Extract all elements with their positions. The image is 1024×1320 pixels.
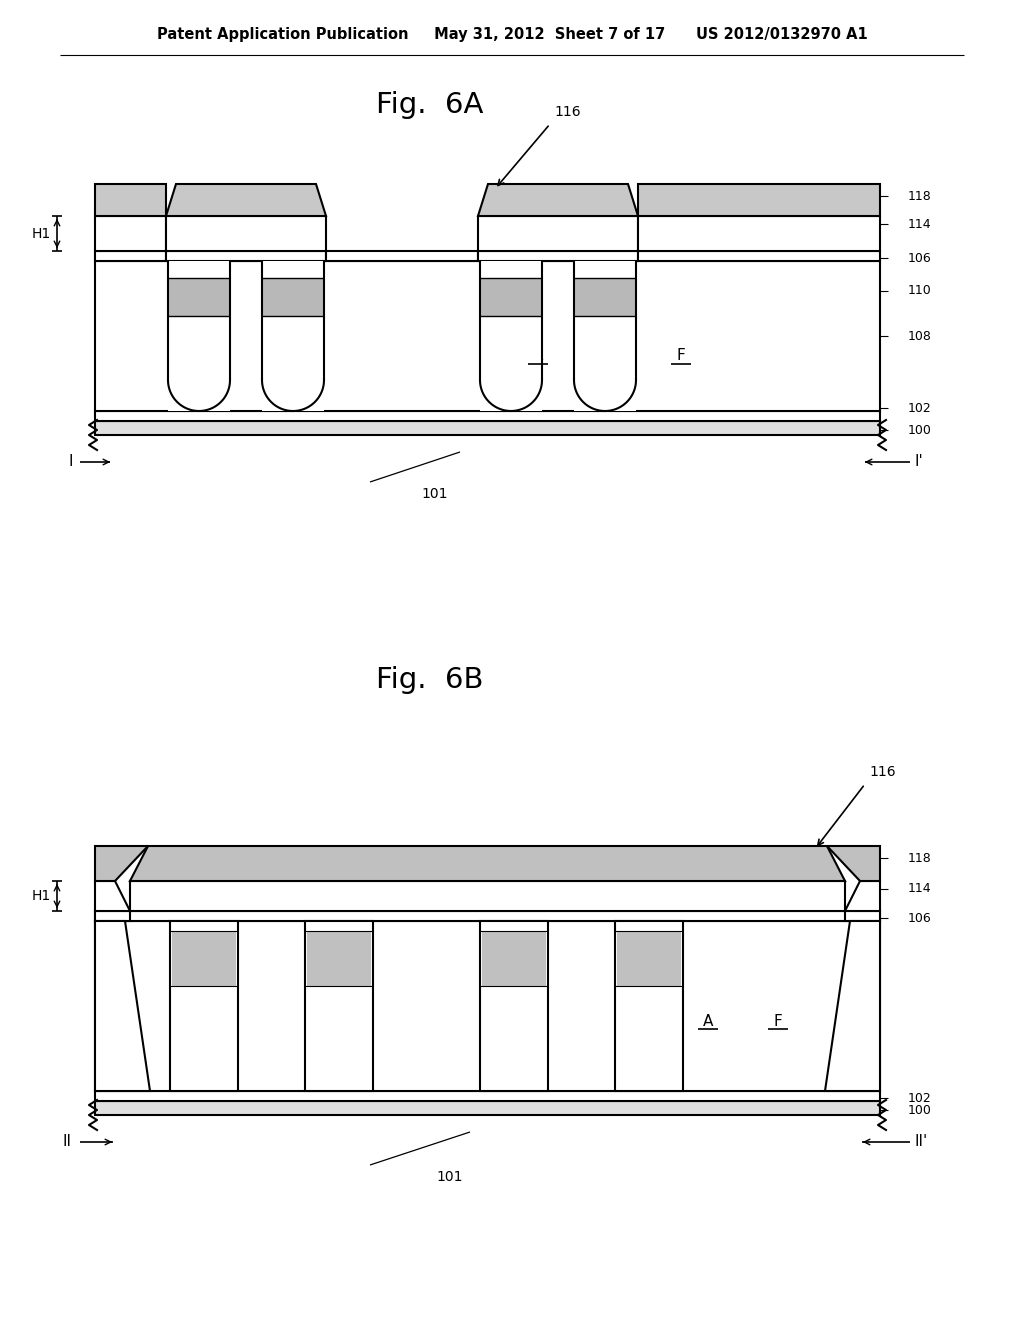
Text: II': II' bbox=[915, 1134, 928, 1150]
Bar bbox=[95, 1101, 880, 1115]
Bar bbox=[168, 279, 230, 315]
Bar bbox=[168, 315, 230, 380]
Bar bbox=[170, 921, 238, 1092]
Bar bbox=[95, 261, 880, 411]
Bar bbox=[95, 216, 166, 251]
Text: 112b: 112b bbox=[324, 1044, 354, 1057]
Bar bbox=[130, 880, 845, 911]
Text: 100: 100 bbox=[908, 424, 932, 437]
Polygon shape bbox=[825, 921, 880, 1092]
Bar bbox=[482, 931, 546, 986]
Text: 112a: 112a bbox=[633, 1044, 665, 1057]
Polygon shape bbox=[845, 880, 880, 911]
Bar bbox=[845, 911, 880, 921]
Bar bbox=[638, 251, 880, 261]
Bar bbox=[638, 216, 880, 251]
Text: 114: 114 bbox=[908, 218, 932, 231]
Text: 102: 102 bbox=[908, 401, 932, 414]
Text: 112a: 112a bbox=[188, 376, 220, 389]
Bar bbox=[262, 315, 324, 380]
Text: II: II bbox=[62, 1134, 71, 1150]
Polygon shape bbox=[95, 880, 130, 911]
Polygon shape bbox=[480, 380, 542, 411]
Bar bbox=[172, 931, 236, 986]
Text: F: F bbox=[773, 1014, 782, 1028]
Text: I: I bbox=[69, 454, 73, 470]
Bar bbox=[638, 183, 880, 216]
Text: A: A bbox=[702, 1014, 713, 1028]
Bar bbox=[262, 261, 324, 411]
Bar bbox=[95, 421, 880, 436]
Text: 102: 102 bbox=[908, 1092, 932, 1105]
Bar bbox=[166, 251, 326, 261]
Text: 112b: 112b bbox=[499, 1044, 529, 1057]
Text: 106: 106 bbox=[908, 252, 932, 264]
Bar bbox=[478, 251, 638, 261]
Text: 112a: 112a bbox=[501, 376, 531, 389]
Bar bbox=[615, 921, 683, 1092]
Bar bbox=[617, 931, 681, 986]
Polygon shape bbox=[168, 380, 230, 411]
Text: Fig.  6A: Fig. 6A bbox=[376, 91, 483, 119]
Text: Fig.  6B: Fig. 6B bbox=[376, 667, 483, 694]
Text: 106: 106 bbox=[908, 912, 932, 924]
Bar bbox=[480, 279, 542, 315]
Polygon shape bbox=[827, 846, 880, 880]
Bar bbox=[480, 921, 548, 1092]
Text: 100: 100 bbox=[908, 1104, 932, 1117]
Polygon shape bbox=[262, 380, 324, 411]
Bar bbox=[307, 931, 371, 986]
Bar bbox=[305, 921, 373, 1092]
Bar bbox=[168, 261, 230, 411]
Text: A: A bbox=[532, 348, 543, 363]
Polygon shape bbox=[478, 183, 638, 216]
Bar bbox=[480, 315, 542, 380]
Bar bbox=[574, 279, 636, 315]
Bar bbox=[166, 216, 326, 251]
Text: 114: 114 bbox=[908, 883, 932, 895]
Polygon shape bbox=[130, 846, 845, 880]
Text: 118: 118 bbox=[908, 190, 932, 202]
Bar bbox=[478, 216, 638, 251]
Text: 112a: 112a bbox=[188, 1044, 220, 1057]
Text: H1: H1 bbox=[32, 227, 50, 240]
Bar bbox=[574, 315, 636, 380]
Text: I': I' bbox=[915, 454, 924, 470]
Bar bbox=[326, 251, 478, 261]
Bar bbox=[95, 921, 880, 1092]
Bar bbox=[95, 251, 166, 261]
Text: H1: H1 bbox=[32, 888, 50, 903]
Bar bbox=[574, 261, 636, 411]
Text: 101: 101 bbox=[437, 1170, 463, 1184]
Polygon shape bbox=[95, 921, 150, 1092]
Bar bbox=[95, 911, 130, 921]
Text: 110: 110 bbox=[908, 285, 932, 297]
Text: 116: 116 bbox=[869, 766, 896, 779]
Polygon shape bbox=[95, 846, 148, 880]
Text: Patent Application Publication     May 31, 2012  Sheet 7 of 17      US 2012/0132: Patent Application Publication May 31, 2… bbox=[157, 28, 867, 42]
Text: F: F bbox=[677, 348, 685, 363]
Text: 118: 118 bbox=[908, 851, 932, 865]
Bar bbox=[480, 261, 542, 411]
Bar bbox=[95, 183, 166, 216]
Bar bbox=[95, 411, 880, 421]
Text: 116: 116 bbox=[555, 106, 582, 119]
Bar bbox=[262, 279, 324, 315]
Bar bbox=[95, 1092, 880, 1101]
Polygon shape bbox=[574, 380, 636, 411]
Text: 101: 101 bbox=[422, 487, 449, 502]
Text: 108: 108 bbox=[908, 330, 932, 342]
Polygon shape bbox=[166, 183, 326, 216]
Bar bbox=[95, 911, 880, 921]
